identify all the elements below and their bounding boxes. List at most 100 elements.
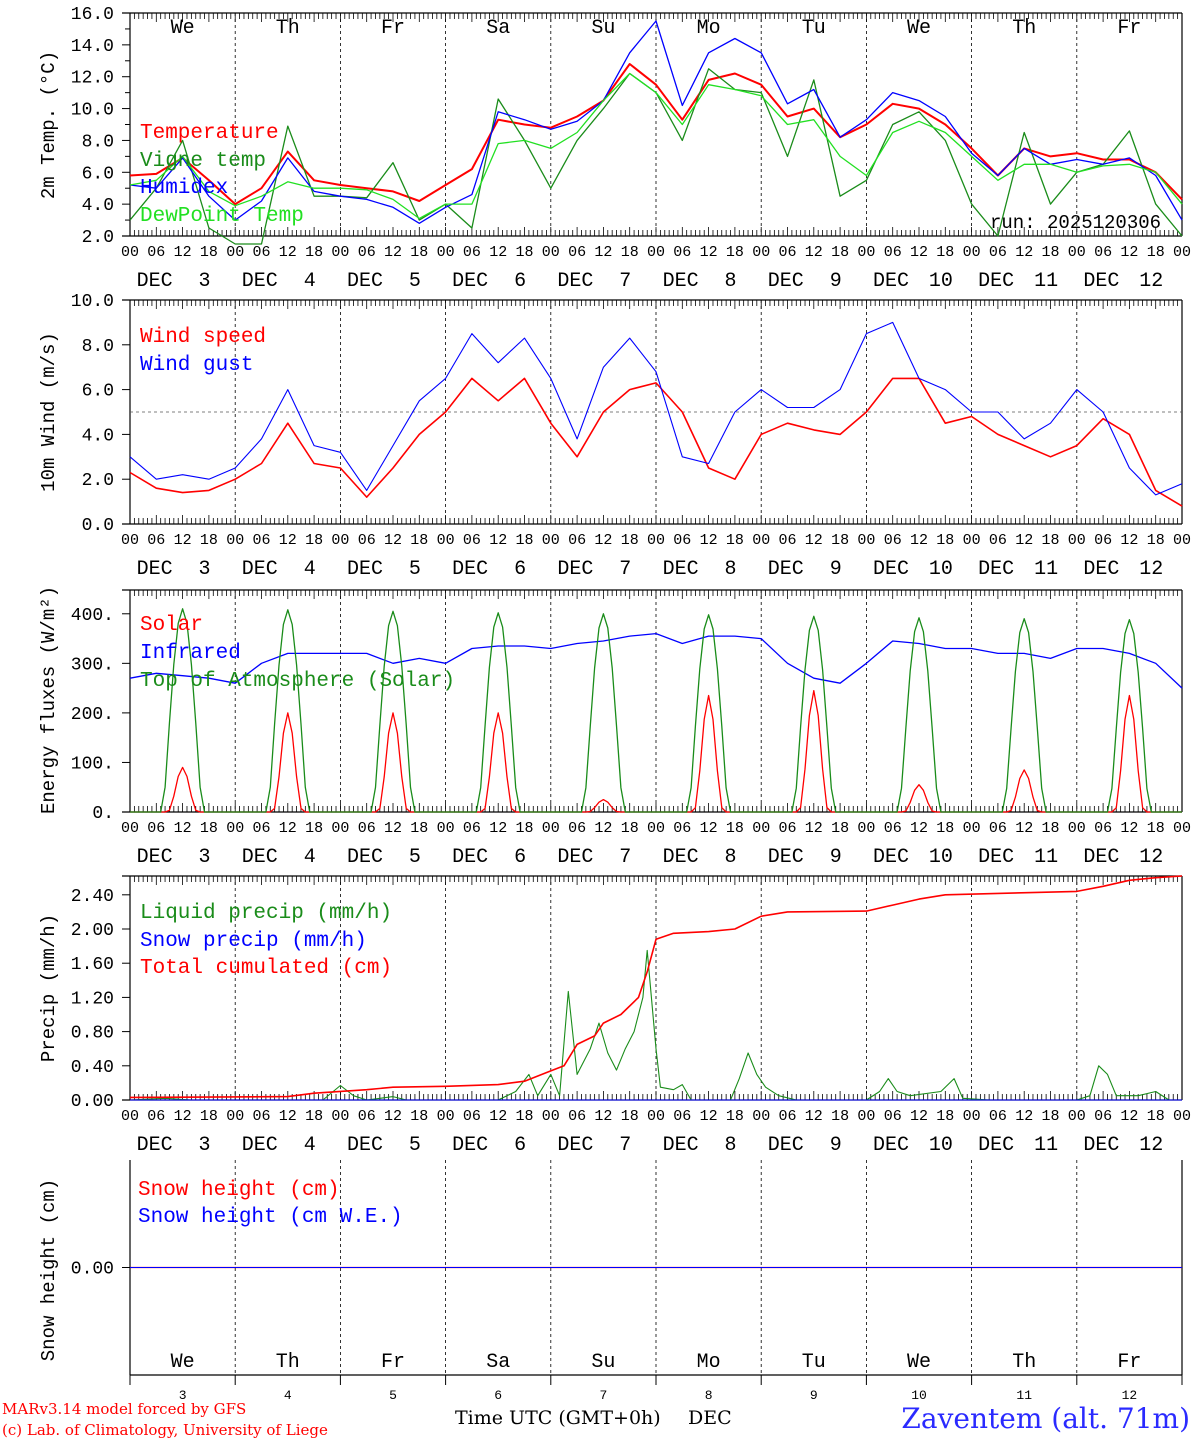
- month-label: DEC: [768, 558, 804, 581]
- month-label: DEC: [137, 846, 173, 869]
- hour-label: 00: [752, 1108, 770, 1125]
- hour-label: 06: [778, 820, 796, 837]
- hour-label: 00: [437, 244, 455, 261]
- hour-label: 06: [778, 1108, 796, 1125]
- day-number-label: 3: [199, 1134, 211, 1157]
- hour-label: 00: [857, 820, 875, 837]
- hour-label: 18: [831, 532, 849, 549]
- day-number-label: 4: [304, 1134, 316, 1157]
- legend-entry: Top of Atmosphere (Solar): [140, 670, 455, 693]
- day-number-label: 12: [1139, 1134, 1163, 1157]
- day-name-label: Mo: [697, 1351, 721, 1374]
- hour-label: 12: [489, 244, 507, 261]
- month-label: DEC: [137, 270, 173, 293]
- day-number-label: 5: [409, 270, 421, 293]
- hour-label: 18: [305, 532, 323, 549]
- y-tick-label: 2.00: [71, 921, 114, 941]
- legend-entry: Liquid precip (mm/h): [140, 902, 392, 925]
- day-number-label: 12: [1139, 558, 1163, 581]
- hour-label: 12: [700, 1108, 718, 1125]
- month-axis-label: DEC: [688, 1407, 732, 1429]
- hour-label: 12: [1120, 1108, 1138, 1125]
- hour-label: 12: [700, 820, 718, 837]
- hour-label: 18: [1041, 820, 1059, 837]
- day-number-label: 5: [409, 1134, 421, 1157]
- hour-label: 00: [331, 244, 349, 261]
- y-tick-label: 0.00: [71, 1260, 114, 1280]
- hour-label: 18: [621, 1108, 639, 1125]
- day-name-label: Th: [276, 1351, 300, 1374]
- hour-label: 00: [857, 244, 875, 261]
- hour-label: 06: [778, 532, 796, 549]
- hour-label: 00: [647, 1108, 665, 1125]
- hour-label: 00: [1173, 532, 1191, 549]
- hour-label: 00: [437, 532, 455, 549]
- hour-label: 12: [1015, 532, 1033, 549]
- hour-label: 18: [621, 820, 639, 837]
- hour-label: 00: [331, 1108, 349, 1125]
- day-number-label: 9: [830, 1134, 842, 1157]
- hour-label: 12: [174, 1108, 192, 1125]
- day-number-label: 3: [199, 846, 211, 869]
- hour-label: 12: [594, 244, 612, 261]
- day-name-label: We: [171, 1351, 195, 1374]
- hour-label: 18: [200, 532, 218, 549]
- day-number-label: 6: [514, 558, 526, 581]
- hour-label: 06: [252, 532, 270, 549]
- hour-label: 18: [1041, 244, 1059, 261]
- month-label: DEC: [663, 270, 699, 293]
- legend-entry: Snow precip (mm/h): [140, 930, 367, 953]
- month-label: DEC: [452, 270, 488, 293]
- hour-label: 18: [410, 820, 428, 837]
- hour-label: 18: [726, 244, 744, 261]
- y-tick-label: 200.: [71, 705, 114, 725]
- hour-label: 06: [989, 1108, 1007, 1125]
- hour-label: 12: [279, 532, 297, 549]
- hour-label: 00: [857, 532, 875, 549]
- y-tick-label: 0.0: [82, 516, 114, 536]
- hour-label: 00: [542, 1108, 560, 1125]
- hour-label: 18: [936, 820, 954, 837]
- y-axis-label: Energy fluxes (W/m²): [38, 586, 60, 814]
- hour-label: 06: [147, 820, 165, 837]
- hour-label: 12: [1120, 244, 1138, 261]
- legend-entry: Total cumulated (cm): [140, 957, 392, 980]
- month-label: DEC: [978, 846, 1014, 869]
- hour-label: 06: [252, 820, 270, 837]
- hour-label: 00: [647, 532, 665, 549]
- hour-label: 12: [910, 1108, 928, 1125]
- day-number-label: 4: [304, 846, 316, 869]
- day-number-label: 11: [1034, 558, 1058, 581]
- hour-label: 00: [542, 244, 560, 261]
- hour-label: 12: [594, 820, 612, 837]
- hour-label: 12: [700, 532, 718, 549]
- month-label: DEC: [768, 846, 804, 869]
- hour-label: 00: [121, 532, 139, 549]
- hour-label: 12: [174, 244, 192, 261]
- y-tick-label: 0.00: [71, 1092, 114, 1112]
- hour-label: 06: [1094, 1108, 1112, 1125]
- day-name-label: Fr: [1117, 17, 1141, 40]
- hour-label: 06: [673, 820, 691, 837]
- y-axis-label: 10m Wind (m/s): [38, 332, 60, 492]
- panel-3: [122, 589, 1183, 813]
- day-number-label: 9: [830, 558, 842, 581]
- legend-entry: Snow height (cm): [138, 1179, 340, 1202]
- y-tick-label: 8.0: [82, 132, 114, 152]
- month-label: DEC: [557, 846, 593, 869]
- series-line-wind-gust: [129, 321, 1183, 496]
- hour-label: 18: [305, 820, 323, 837]
- day-name-label: Mo: [697, 17, 721, 40]
- y-tick-label: 1.60: [71, 955, 114, 975]
- hour-label: 18: [200, 820, 218, 837]
- month-label: DEC: [663, 558, 699, 581]
- day-number-label: 3: [199, 270, 211, 293]
- hour-label: 00: [963, 532, 981, 549]
- hour-label: 12: [384, 532, 402, 549]
- day-number-label: 11: [1016, 1388, 1032, 1403]
- hour-label: 12: [174, 532, 192, 549]
- hour-label: 06: [358, 244, 376, 261]
- hour-label: 18: [831, 244, 849, 261]
- hour-label: 12: [384, 820, 402, 837]
- y-tick-label: 4.0: [82, 426, 114, 446]
